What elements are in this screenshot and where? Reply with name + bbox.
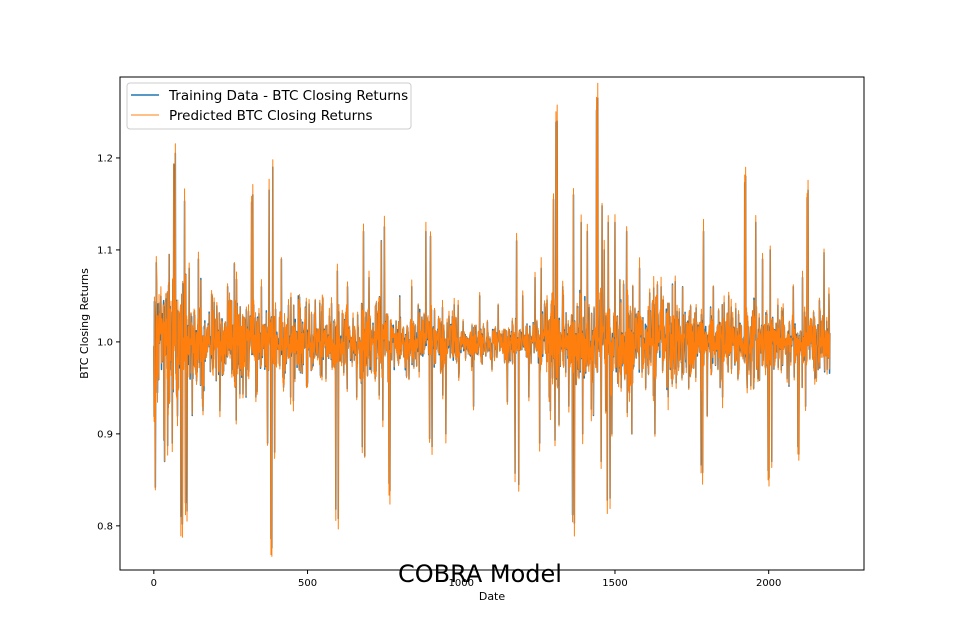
y-tick-label: 1.1 bbox=[97, 245, 113, 256]
y-axis: 0.8 0.9 1.0 1.1 1.2 bbox=[97, 153, 120, 532]
x-tick-label: 500 bbox=[298, 578, 317, 589]
legend-box bbox=[126, 82, 412, 130]
x-tick-label: 0 bbox=[151, 578, 157, 589]
legend: Training Data - BTC Closing Returns Pred… bbox=[126, 82, 412, 130]
x-axis-label: Date bbox=[479, 590, 506, 603]
y-axis-label: BTC Closing Returns bbox=[78, 268, 91, 379]
x-tick-label: 1000 bbox=[449, 578, 474, 589]
plot-frame bbox=[119, 76, 865, 571]
series-layer bbox=[153, 82, 831, 557]
y-tick-label: 1.2 bbox=[97, 153, 113, 164]
legend-label-training: Training Data - BTC Closing Returns bbox=[168, 88, 408, 104]
y-tick-label: 1.0 bbox=[97, 337, 113, 348]
predicted-series-line bbox=[153, 82, 831, 557]
x-tick-label: 1500 bbox=[602, 578, 627, 589]
y-tick-label: 0.9 bbox=[97, 429, 113, 440]
y-tick-label: 0.8 bbox=[97, 521, 113, 532]
x-tick-label: 2000 bbox=[756, 578, 781, 589]
chart-title: COBRA Model bbox=[398, 560, 562, 588]
x-axis: 0 500 1000 1500 2000 bbox=[151, 570, 781, 589]
legend-label-predicted: Predicted BTC Closing Returns bbox=[169, 108, 373, 124]
